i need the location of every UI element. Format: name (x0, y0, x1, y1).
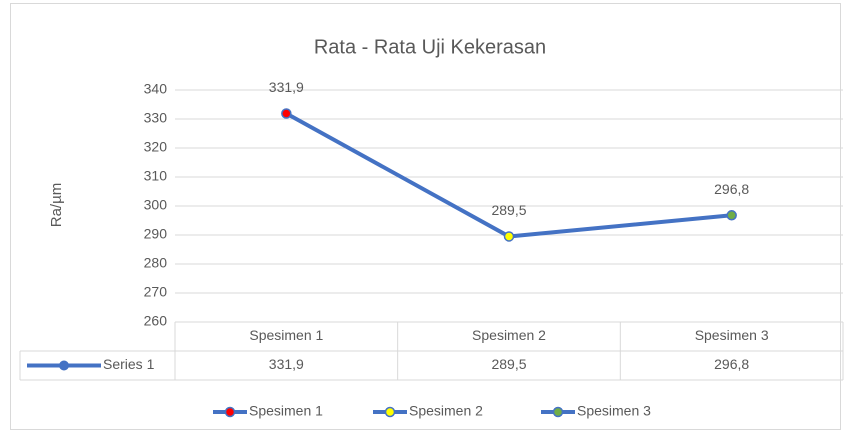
legend-key-marker (384, 406, 396, 418)
y-tick-label: 260 (144, 313, 168, 329)
data-label: 331,9 (269, 79, 304, 95)
y-tick-label: 290 (144, 226, 168, 242)
table-category: Spesimen 3 (695, 327, 769, 343)
y-tick-label: 280 (144, 255, 168, 271)
legend-key-marker (224, 406, 236, 418)
legend-key-marker (59, 360, 69, 371)
table-category: Spesimen 1 (249, 327, 323, 343)
y-tick-label: 300 (144, 197, 168, 213)
legend-label: Spesimen 3 (577, 403, 651, 419)
y-tick-label: 340 (144, 81, 168, 97)
table-category: Spesimen 2 (472, 327, 546, 343)
table-value: 331,9 (269, 356, 304, 372)
table-value: 296,8 (714, 356, 749, 372)
table-value: 289,5 (491, 356, 526, 372)
data-point (726, 210, 737, 221)
data-label: 296,8 (714, 181, 749, 197)
y-tick-label: 320 (144, 139, 168, 155)
chart-title: Rata - Rata Uji Kekerasan (314, 36, 546, 58)
data-point (281, 108, 292, 119)
y-tick-label: 310 (144, 168, 168, 184)
table-series-name: Series 1 (103, 356, 155, 372)
data-point (503, 231, 515, 242)
y-axis-title: Ra/µm (48, 183, 65, 227)
y-tick-label: 270 (144, 284, 168, 300)
y-tick-label: 330 (144, 110, 168, 126)
legend-label: Spesimen 1 (249, 403, 323, 419)
legend-label: Spesimen 2 (409, 403, 483, 419)
data-label: 289,5 (491, 202, 526, 218)
legend-key-marker (552, 406, 564, 418)
